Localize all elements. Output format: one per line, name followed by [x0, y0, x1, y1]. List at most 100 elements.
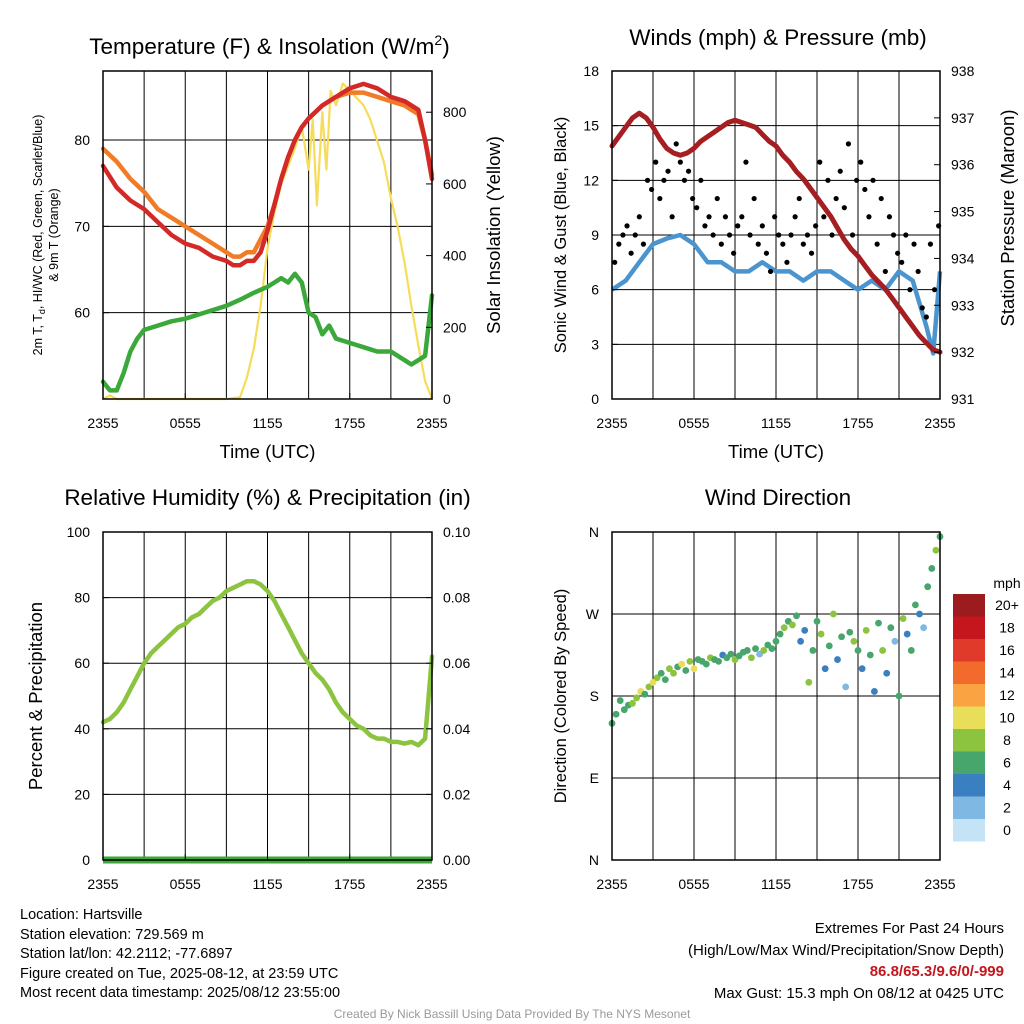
- legend-label: 14: [999, 665, 1015, 681]
- direction-point: [858, 665, 866, 673]
- y2-tick-label: 932: [951, 344, 975, 360]
- direction-point: [854, 647, 862, 654]
- gust-point: [817, 159, 823, 165]
- x-tick-label: 2355: [924, 876, 955, 892]
- y-axis-label: Percent & Precipitation: [25, 602, 46, 790]
- y2-tick-label: 0.04: [443, 721, 470, 737]
- y-tick-label: 80: [74, 590, 90, 606]
- y-tick-label: S: [590, 688, 599, 704]
- legend-label: 10: [999, 710, 1015, 726]
- gust-point: [915, 268, 921, 275]
- gust-point: [804, 232, 811, 238]
- gust-point: [923, 314, 929, 320]
- recent-text: Most recent data timestamp: 2025/08/12 2…: [20, 985, 341, 1001]
- direction-point: [657, 669, 665, 677]
- y2-tick-label: 0.00: [443, 852, 470, 868]
- y2-tick-label: 0.10: [443, 524, 470, 540]
- legend-swatch: [953, 639, 985, 662]
- gust-point: [624, 223, 630, 229]
- location-text: Location: Hartsville: [20, 907, 143, 923]
- series-line: [100, 271, 435, 393]
- direction-point: [801, 627, 809, 634]
- gust-point: [669, 214, 675, 220]
- y2-tick-label: 936: [951, 157, 975, 173]
- legend-swatch: [953, 819, 985, 842]
- direction-point: [805, 678, 813, 686]
- gust-point: [673, 141, 679, 147]
- gust-point: [895, 250, 901, 256]
- y-axis-label: Sonic Wind & Gust (Blue, Black): [552, 117, 570, 354]
- y2-tick-label: 935: [951, 204, 975, 220]
- max-gust-text: Max Gust: 15.3 mph On 08/12 at 0425 UTC: [713, 984, 1004, 1002]
- direction-point: [912, 601, 919, 609]
- sonic-wind-line: [610, 232, 943, 356]
- direction-point: [830, 610, 837, 618]
- legend-swatch: [953, 661, 985, 684]
- direction-point: [846, 628, 854, 636]
- gust-point: [681, 177, 688, 183]
- x-tick-label: 2355: [596, 415, 627, 431]
- direction-point: [821, 665, 829, 673]
- gust-point: [849, 232, 856, 238]
- gust-point: [837, 168, 843, 174]
- gust-point: [685, 168, 692, 174]
- y-tick-label: W: [586, 606, 600, 622]
- gust-point: [882, 268, 888, 275]
- y-tick-label: N: [589, 524, 599, 540]
- gust-point: [735, 223, 741, 229]
- gust-point: [813, 223, 819, 229]
- legend-label: 12: [999, 687, 1015, 703]
- direction-point: [899, 615, 907, 622]
- gust-point: [796, 195, 802, 202]
- gust-point: [612, 259, 618, 265]
- humidity-panel: 2355 0555 1155 1755 2355 0 20 40 60 80 100 0.00 0.02…: [25, 485, 471, 892]
- gust-point: [649, 186, 655, 193]
- gust-point: [714, 195, 720, 202]
- gust-point: [767, 268, 774, 275]
- x-tick-label: 1755: [842, 876, 873, 892]
- x-tick-label: 0555: [678, 876, 709, 892]
- gust-point: [890, 232, 897, 238]
- y-tick-label: 15: [583, 118, 599, 134]
- y2-tick-label: 200: [443, 319, 467, 335]
- gust-point: [899, 259, 905, 265]
- y-tick-label: 80: [74, 132, 90, 148]
- y-tick-label: E: [590, 770, 599, 786]
- y-tick-label: N: [589, 852, 599, 868]
- y2-tick-label: 933: [951, 297, 975, 313]
- wind-direction-panel: 2355 0555 1155 1755 2355 N E S W N Wind Direction D…: [552, 485, 1021, 892]
- gust-point: [829, 232, 835, 238]
- gust-point: [833, 195, 839, 202]
- gust-point: [870, 177, 876, 183]
- direction-point: [809, 647, 817, 654]
- direction-point: [653, 674, 661, 682]
- extremes-info: Extremes For Past 24 Hours (High/Low/Max…: [688, 918, 1004, 1004]
- extremes-title: Extremes For Past 24 Hours: [814, 920, 1004, 937]
- y2-tick-label: 0.06: [443, 655, 470, 671]
- gust-point: [755, 241, 761, 247]
- direction-point: [924, 583, 932, 591]
- direction-point: [842, 683, 850, 691]
- y2-tick-label: 800: [443, 104, 467, 120]
- temperature-panel: 2355 0555 1155 1755 23556070800200400600800T…: [31, 32, 504, 462]
- direction-point: [903, 630, 911, 638]
- x-tick-label: 0555: [170, 876, 201, 892]
- direction-point: [813, 617, 821, 625]
- x-axis-label: Time (UTC): [220, 441, 316, 462]
- y2-tick-label: 937: [951, 110, 975, 126]
- gust-point: [661, 177, 667, 183]
- gust-point: [640, 241, 647, 247]
- gust-point: [677, 159, 683, 165]
- y2-tick-label: 938: [951, 63, 975, 79]
- direction-point: [629, 699, 636, 707]
- direction-point: [891, 637, 899, 645]
- x-tick-label: 1155: [252, 415, 282, 431]
- direction-point: [834, 656, 841, 663]
- x-tick-label: 2355: [416, 415, 447, 431]
- gust-point: [825, 177, 831, 183]
- y-tick-label: 6: [591, 282, 599, 298]
- gust-point: [698, 177, 704, 183]
- gust-point: [821, 214, 827, 220]
- gust-point: [919, 305, 925, 311]
- gust-point: [858, 159, 864, 165]
